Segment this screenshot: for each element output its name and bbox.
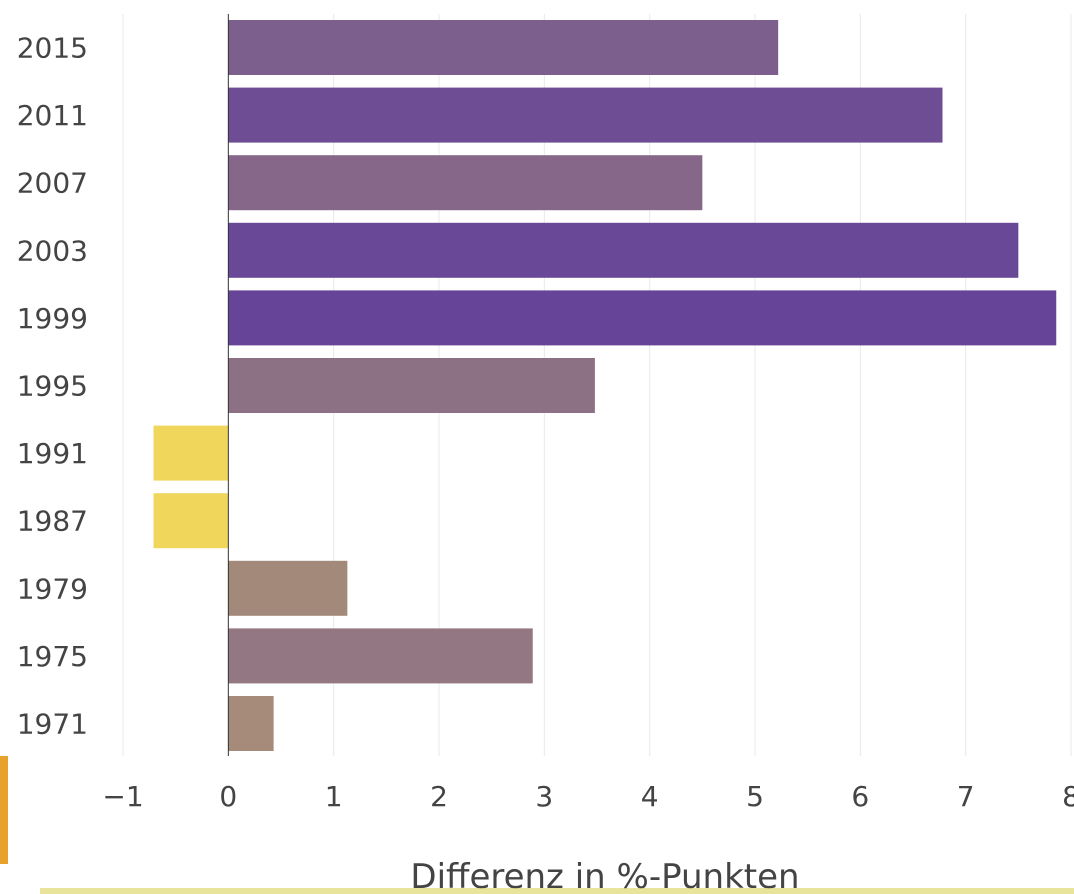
bar-1975 (228, 628, 533, 684)
x-axis-title: Differenz in %-Punkten (410, 857, 799, 894)
bar-2007 (228, 155, 703, 211)
x-tick-label: −1 (102, 780, 143, 813)
x-tick-label: 6 (851, 780, 869, 813)
y-tick-label: 1991 (17, 437, 88, 470)
bar-1987 (153, 493, 229, 549)
x-tick-labels: −1 0 1 2 3 4 5 6 7 8 (102, 780, 1074, 813)
x-tick-label: 0 (219, 780, 237, 813)
bar-1995 (228, 358, 595, 413)
x-tick-label: 4 (641, 780, 659, 813)
bar-2015 (228, 20, 779, 75)
y-tick-label: 2011 (17, 99, 88, 132)
x-tick-label: 5 (746, 780, 764, 813)
y-tick-label: 2015 (17, 32, 88, 65)
edge-decoration-bottom-line (40, 888, 1074, 894)
y-tick-label: 1975 (17, 640, 88, 673)
bar-1971 (228, 696, 274, 751)
y-tick-label: 1979 (17, 572, 88, 605)
x-tick-label: 7 (957, 780, 975, 813)
edge-decoration-orange (0, 756, 8, 864)
y-tick-label: 1999 (17, 302, 88, 335)
y-tick-label: 2007 (17, 167, 88, 200)
bars (153, 20, 1057, 751)
x-tick-label: 8 (1062, 780, 1074, 813)
bar-2011 (228, 87, 943, 143)
bar-1979 (228, 560, 348, 616)
bar-2003 (228, 222, 1019, 278)
bar-1999 (228, 290, 1057, 346)
y-tick-labels: 2015 2011 2007 2003 1999 1995 1991 1987 1979 1975… (17, 32, 88, 741)
y-tick-label: 2003 (17, 234, 88, 267)
bar-1991 (153, 425, 229, 481)
y-tick-label: 1971 (17, 708, 88, 741)
x-tick-label: 1 (325, 780, 343, 813)
y-tick-label: 1995 (17, 370, 88, 403)
y-tick-label: 1987 (17, 505, 88, 538)
x-tick-label: 3 (535, 780, 553, 813)
x-tick-label: 2 (430, 780, 448, 813)
